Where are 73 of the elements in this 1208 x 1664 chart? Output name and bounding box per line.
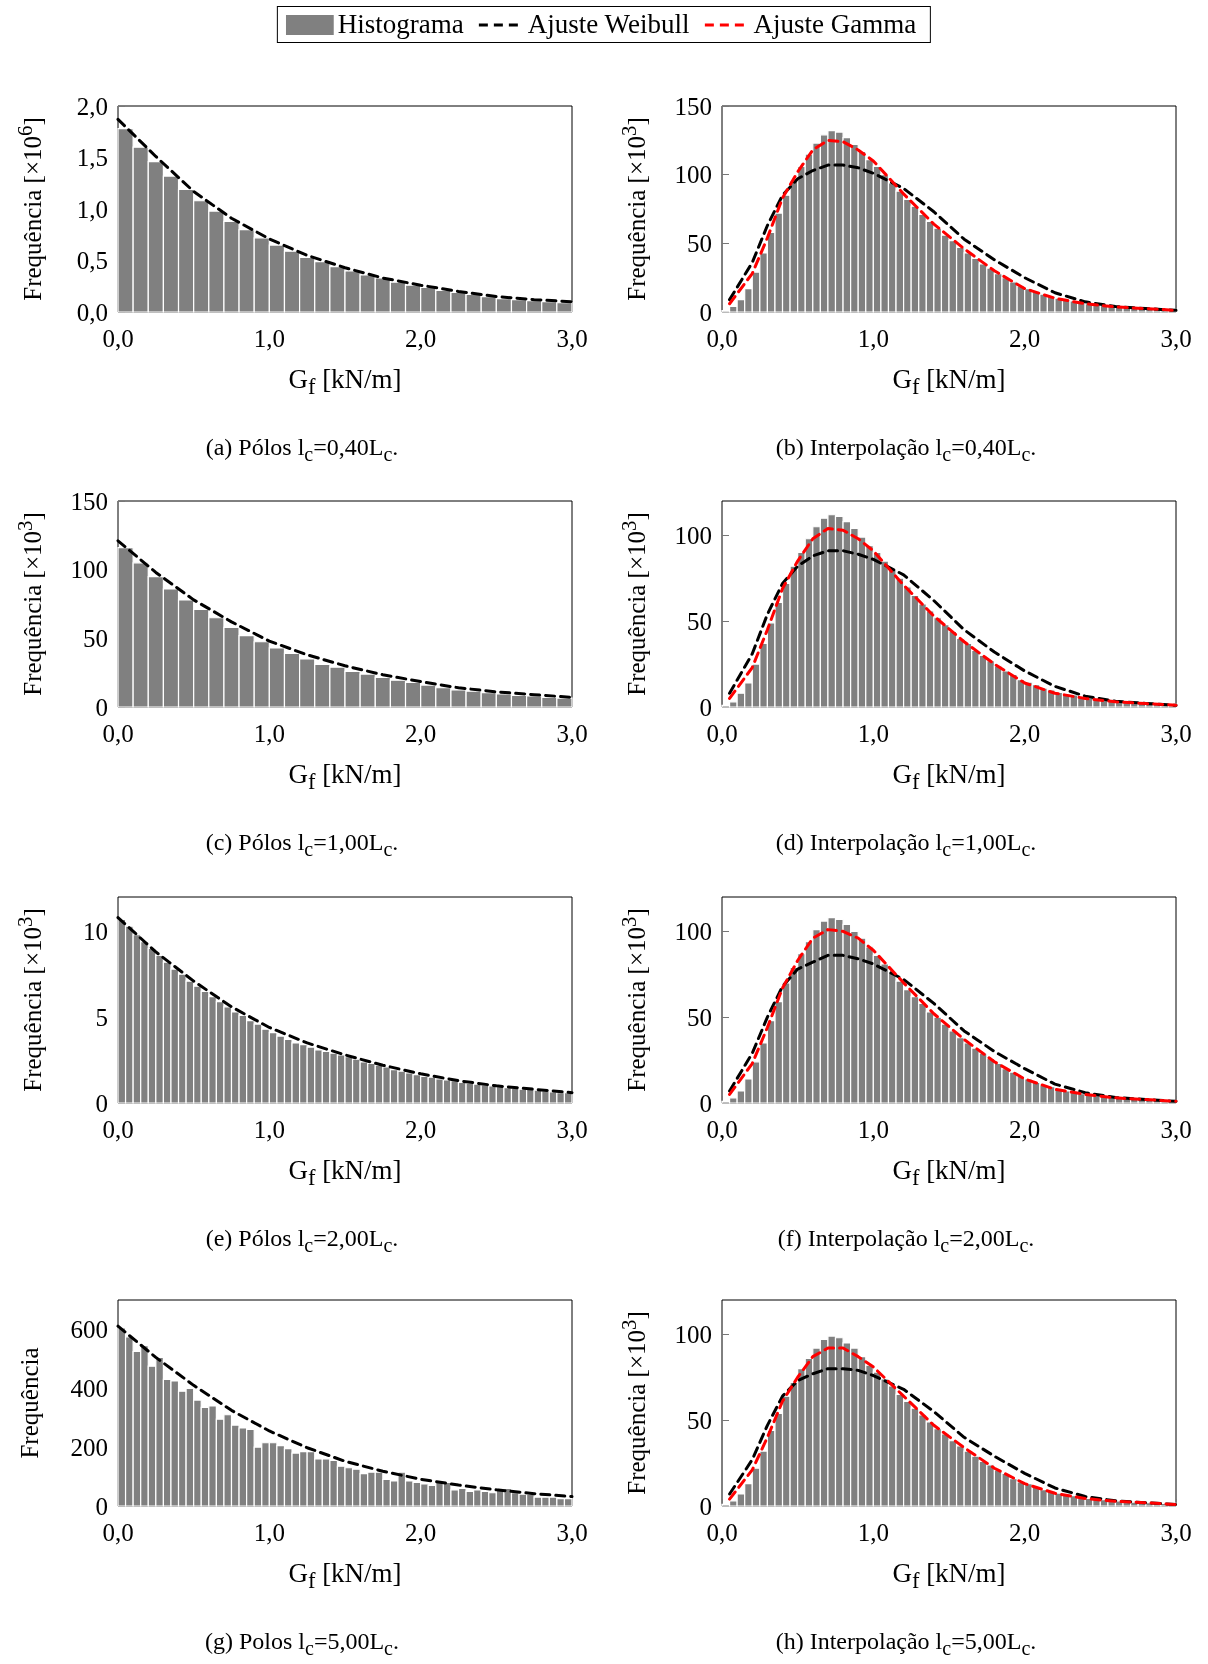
y-tick-label: 0 — [699, 693, 712, 721]
y-tick-label: 0 — [95, 693, 108, 721]
x-tick-label: 3,0 — [1160, 1519, 1192, 1546]
legend-label: Histograma — [337, 9, 464, 40]
y-tick-label: 50 — [687, 1003, 712, 1031]
y-tick-label: 200 — [70, 1433, 108, 1461]
y-tick-label: 0 — [95, 1492, 108, 1520]
y-tick-label: 600 — [70, 1315, 108, 1343]
x-tick-label: 2,0 — [405, 1519, 437, 1546]
x-tick-label: 3,0 — [556, 325, 588, 352]
y-tick-label: 0,0 — [76, 298, 108, 326]
y-tick-label: 0 — [95, 1089, 108, 1117]
x-axis-title: G$_{f}$ [kN/m] — [287, 364, 403, 401]
x-tick-label: 1,0 — [857, 325, 889, 352]
x-tick-label: 1,0 — [253, 1116, 285, 1143]
text: (f) Interpolação l$_{c}$=2,00L$_{c}$. — [776, 1225, 1036, 1257]
x-axis-title: G$_{f}$ [kN/m] — [287, 759, 403, 796]
y-axis-title: Frequência — [16, 1347, 44, 1459]
y-tick-label: 100 — [674, 161, 712, 189]
y-tick-label: 150 — [70, 487, 108, 515]
y-tick-label: 10 — [83, 917, 108, 945]
y-tick-label: 100 — [674, 1320, 712, 1348]
x-tick-label: 1,0 — [857, 720, 889, 747]
y-tick-label: 1,5 — [76, 144, 108, 171]
text: (d) Interpolação l$_{c}$=1,00L$_{c}$. — [774, 829, 1038, 861]
text: (b) Interpolação l$_{c}$=0,40L$_{c}$. — [774, 434, 1038, 466]
x-axis-title: G$_{f}$ [kN/m] — [287, 1558, 403, 1595]
x-tick-label: 2,0 — [1009, 1116, 1041, 1143]
x-tick-label: 2,0 — [1009, 720, 1041, 747]
y-tick-label: 100 — [70, 556, 108, 584]
text: (h) Interpolação l$_{c}$=5,00L$_{c}$. — [774, 1628, 1038, 1660]
text: (a) Pólos l$_{c}$=0,40L$_{c}$. — [204, 434, 400, 466]
x-tick-label: 3,0 — [556, 1519, 588, 1546]
x-axis-title: G$_{f}$ [kN/m] — [287, 1155, 403, 1192]
x-tick-label: 1,0 — [253, 720, 285, 747]
text: (g) Polos l$_{c}$=5,00L$_{c}$. — [204, 1628, 400, 1660]
x-tick-label: 2,0 — [405, 1116, 437, 1143]
x-tick-label: 3,0 — [1160, 720, 1192, 747]
text: (c) Pólos l$_{c}$=1,00L$_{c}$. — [204, 829, 400, 861]
y-tick-label: 100 — [674, 521, 712, 549]
x-axis-title: G$_{f}$ [kN/m] — [891, 759, 1007, 796]
y-tick-label: 50 — [687, 229, 712, 257]
x-tick-label: 3,0 — [556, 720, 588, 747]
y-tick-label: 100 — [674, 917, 712, 945]
y-tick-label: 0,5 — [76, 247, 108, 274]
x-axis-title: G$_{f}$ [kN/m] — [891, 1155, 1007, 1192]
x-tick-label: 3,0 — [1160, 325, 1192, 352]
y-tick-label: 0 — [699, 1089, 712, 1117]
x-tick-label: 1,0 — [857, 1519, 889, 1546]
x-tick-label: 1,0 — [253, 325, 285, 352]
x-tick-label: 2,0 — [1009, 325, 1041, 352]
x-tick-label: 3,0 — [1160, 1116, 1192, 1143]
y-tick-label: 50 — [83, 624, 108, 652]
legend-label: Ajuste Weibull — [527, 9, 690, 40]
y-tick-label: 400 — [70, 1374, 108, 1402]
y-tick-label: 50 — [687, 1406, 712, 1434]
x-axis-title: G$_{f}$ [kN/m] — [891, 1558, 1007, 1595]
text: (e) Pólos l$_{c}$=2,00L$_{c}$. — [204, 1225, 400, 1257]
legend-label: Ajuste Gamma — [753, 9, 917, 40]
x-tick-label: 1,0 — [857, 1116, 889, 1143]
x-tick-label: 3,0 — [556, 1116, 588, 1143]
x-tick-label: 2,0 — [405, 720, 437, 747]
y-tick-label: 1,0 — [76, 195, 108, 223]
y-tick-label: 2,0 — [76, 92, 108, 120]
x-tick-label: 1,0 — [253, 1519, 285, 1546]
x-tick-label: 2,0 — [405, 325, 437, 352]
x-axis-title: G$_{f}$ [kN/m] — [891, 364, 1007, 401]
y-tick-label: 150 — [674, 92, 712, 120]
y-tick-label: 0 — [699, 298, 712, 326]
x-tick-label: 2,0 — [1009, 1519, 1041, 1546]
y-tick-label: 5 — [95, 1003, 108, 1031]
y-tick-label: 0 — [699, 1492, 712, 1520]
y-tick-label: 50 — [687, 607, 712, 635]
